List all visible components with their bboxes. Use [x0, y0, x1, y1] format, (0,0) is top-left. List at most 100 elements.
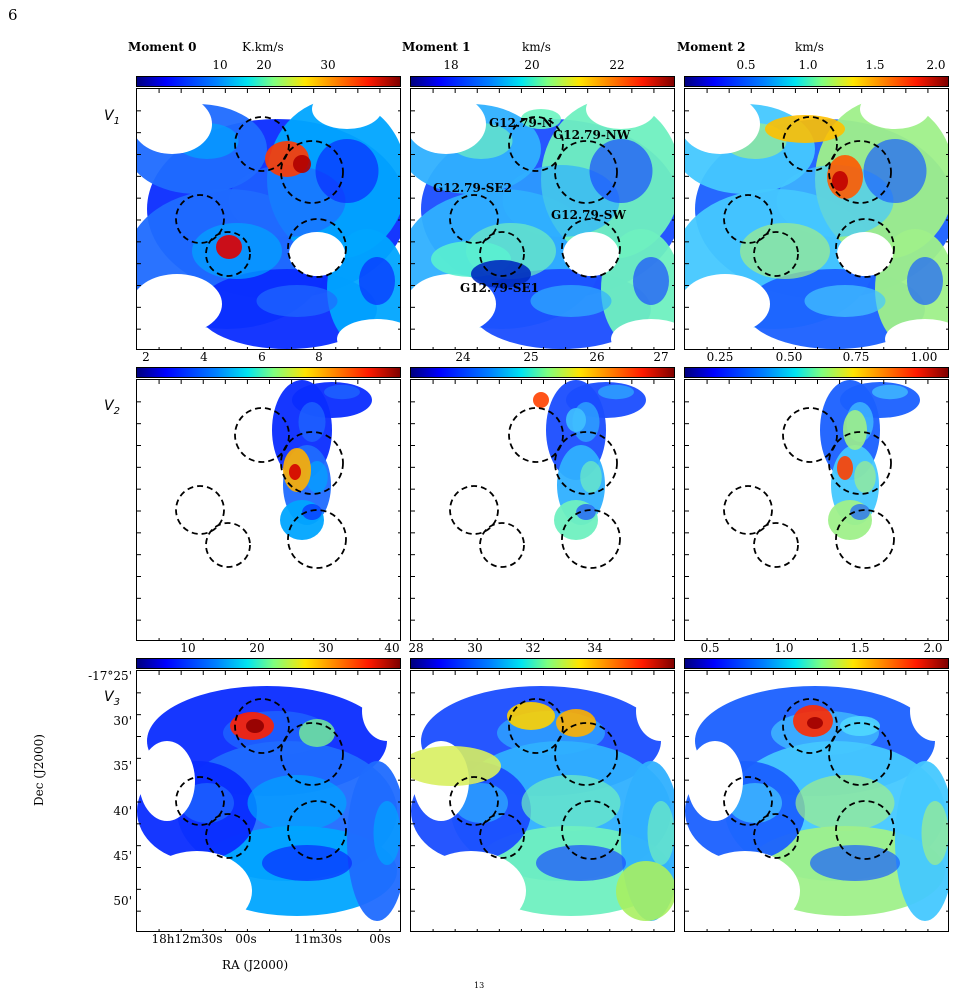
map-moment1-v2	[410, 379, 675, 641]
source-aperture-circle	[782, 116, 838, 172]
map-moment0-v2	[136, 379, 401, 641]
cbar-tick: 27	[653, 350, 669, 364]
emission-region	[843, 410, 867, 450]
source-aperture-circle	[175, 776, 225, 826]
emission-region	[885, 319, 948, 349]
header-moment0: Moment 0	[128, 40, 197, 54]
unit-moment0: K.km/s	[242, 40, 284, 54]
source-aperture-circle	[753, 813, 799, 859]
emission-region	[860, 89, 930, 129]
emission-region	[471, 260, 531, 288]
cbar-tick: 10	[180, 641, 196, 655]
colorbar-moment0-v2	[136, 367, 401, 378]
row-label-v1: V1	[104, 108, 120, 127]
emission-region	[795, 775, 895, 831]
emission-region	[312, 89, 382, 129]
dec-tick: 30'	[113, 714, 132, 728]
dec-tick: 35'	[113, 759, 132, 773]
dec-tick: 45'	[113, 849, 132, 863]
dec-tick: 50'	[113, 894, 132, 908]
cbar-tick: 1.5	[850, 641, 870, 655]
source-aperture-circle	[835, 509, 895, 569]
source-aperture-circle	[782, 698, 838, 754]
source-aperture-circle	[205, 522, 251, 568]
emission-region	[247, 775, 347, 831]
cbar-tick: 2.0	[926, 58, 946, 72]
cbar-tick: 26	[589, 350, 605, 364]
emission-region	[289, 464, 301, 480]
emission-region	[373, 801, 400, 865]
emission-region	[921, 801, 948, 865]
emission-region	[566, 408, 586, 432]
row-label-sub: 1	[113, 115, 120, 127]
emission-region	[647, 801, 674, 865]
dec-tick: 40'	[113, 804, 132, 818]
emission-region	[411, 746, 501, 786]
source-aperture-circle	[554, 722, 618, 786]
map-image	[685, 89, 948, 349]
emission-region	[863, 139, 927, 203]
source-label-g12-79-nw: G12.79-NW	[553, 128, 631, 142]
cbar-tick: 1.0	[798, 58, 818, 72]
emission-region	[256, 285, 338, 317]
source-aperture-circle	[782, 407, 838, 463]
emission-region	[246, 719, 264, 733]
source-aperture-circle	[205, 813, 251, 859]
emission-region	[530, 285, 612, 317]
emission-region	[580, 461, 602, 493]
source-aperture-circle	[234, 698, 290, 754]
emission-region	[854, 461, 876, 493]
source-aperture-circle	[280, 431, 344, 495]
map-moment2-v3	[684, 670, 949, 932]
cbar-tick: 28	[408, 641, 424, 655]
header-moment1: Moment 1	[402, 40, 471, 54]
cbar-tick: 6	[258, 350, 266, 364]
cbar-tick: 22	[609, 58, 625, 72]
map-image	[411, 380, 674, 640]
row-label-v3: V3	[104, 689, 120, 708]
emission-region	[362, 681, 400, 741]
map-image	[411, 671, 674, 931]
ra-tick: 18h12m30s	[151, 932, 223, 946]
source-label-g12-79-se2: G12.79-SE2	[433, 181, 512, 195]
emission-region	[521, 109, 561, 129]
source-aperture-circle	[835, 800, 895, 860]
emission-region	[139, 741, 195, 821]
source-aperture-circle	[561, 800, 621, 860]
map-image	[411, 89, 674, 349]
colorbar-moment2-v3	[684, 658, 949, 669]
source-aperture-circle	[554, 140, 618, 204]
map-image	[685, 671, 948, 931]
map-moment2-v1	[684, 88, 949, 350]
row-label-text: V	[104, 108, 114, 124]
cbar-tick: 2.0	[923, 641, 943, 655]
emission-region	[302, 504, 322, 520]
cbar-tick: 18	[443, 58, 459, 72]
source-aperture-circle	[449, 194, 499, 244]
emission-region	[832, 171, 848, 191]
emission-region	[521, 775, 621, 831]
ra-tick: 11m30s	[293, 932, 343, 946]
emission-region	[687, 741, 743, 821]
cbar-tick: 1.0	[774, 641, 794, 655]
header-moment2: Moment 2	[677, 40, 746, 54]
emission-region	[507, 702, 555, 730]
cbar-tick: 0.50	[775, 350, 803, 364]
page-number: 6	[8, 6, 18, 24]
cbar-tick: 8	[315, 350, 323, 364]
emission-region	[216, 235, 242, 259]
cbar-tick: 20	[256, 58, 272, 72]
row-label-sub: 3	[113, 696, 120, 708]
source-aperture-circle	[561, 218, 621, 278]
row-label-text: V	[104, 398, 114, 414]
source-aperture-circle	[723, 485, 773, 535]
cbar-tick: 40	[384, 641, 400, 655]
cbar-tick: 1.5	[865, 58, 885, 72]
emission-region	[563, 232, 619, 276]
colorbar-moment0-v1	[136, 76, 401, 87]
unit-moment2: km/s	[795, 40, 824, 54]
source-aperture-circle	[554, 431, 618, 495]
source-label-g12-79-n: G12.79-N	[489, 116, 553, 130]
colorbar-moment2-v1	[684, 76, 949, 87]
emission-region	[910, 681, 948, 741]
